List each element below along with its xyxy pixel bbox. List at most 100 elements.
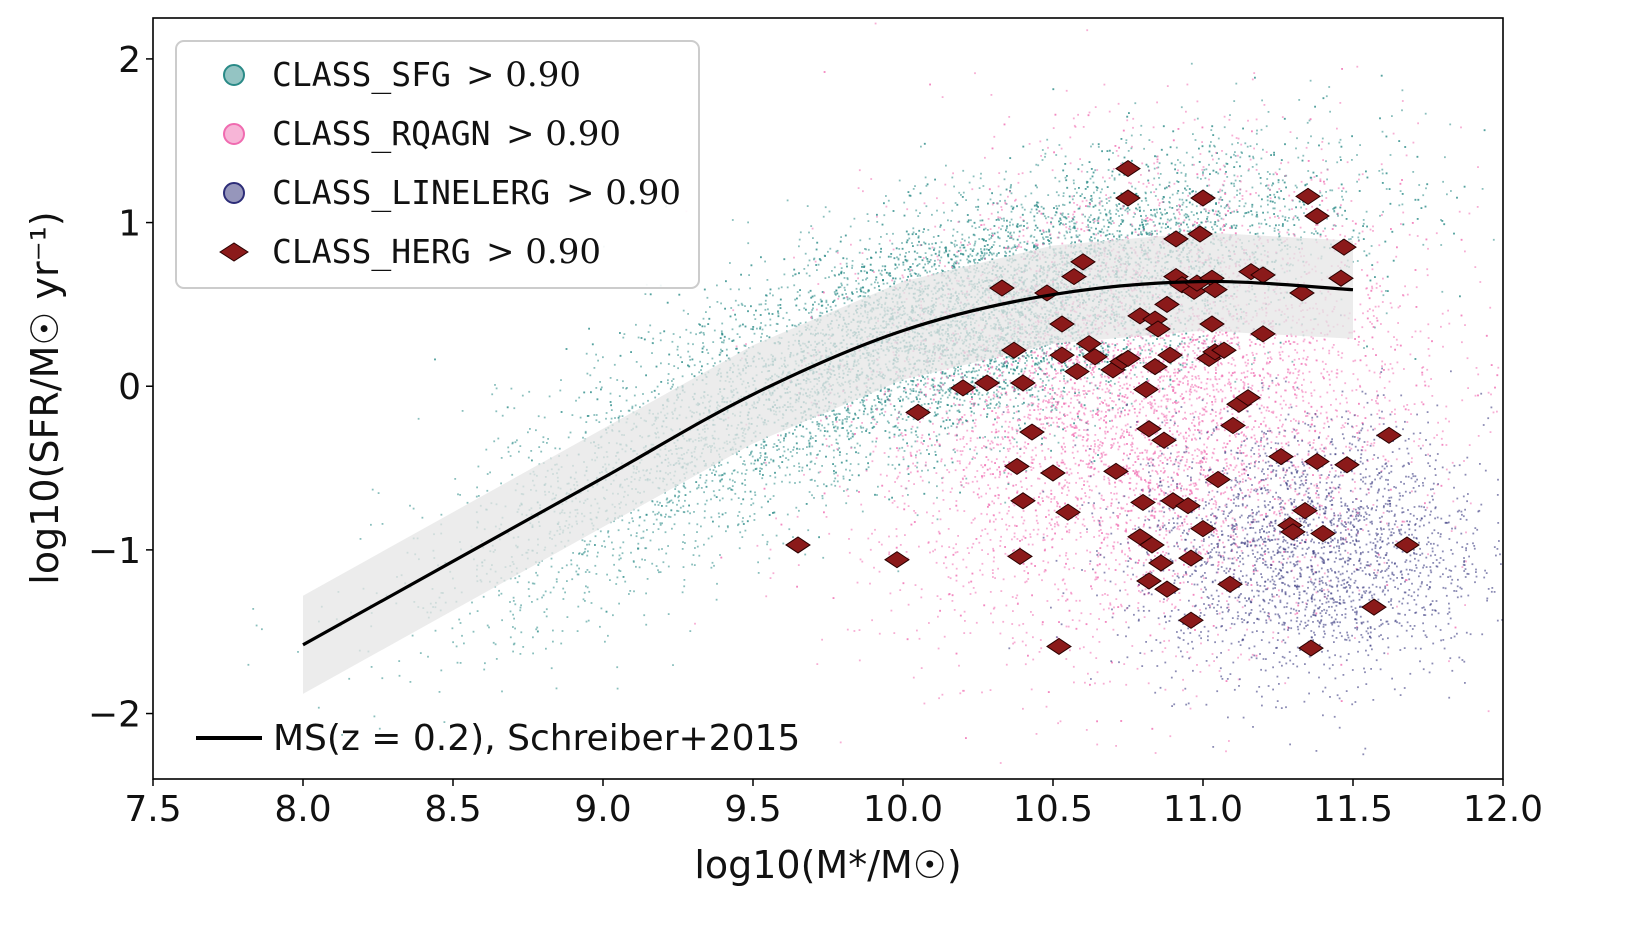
sfg-point xyxy=(1090,226,1093,229)
sfg-point xyxy=(1063,375,1065,377)
sfg-point xyxy=(1336,161,1339,164)
sfg-point xyxy=(982,255,985,257)
sfg-point xyxy=(1108,211,1111,214)
sfg-point xyxy=(985,252,988,255)
sfg-point xyxy=(1139,134,1142,136)
sfg-point xyxy=(1036,395,1039,398)
sfg-point xyxy=(1237,343,1239,346)
sfg-point xyxy=(1075,191,1078,194)
sfg-point xyxy=(1185,206,1188,208)
sfg-point xyxy=(1160,226,1163,229)
sfg-point xyxy=(973,412,975,415)
sfg-point xyxy=(1062,192,1065,195)
sfg-point xyxy=(1042,238,1045,240)
sfg-point xyxy=(1047,216,1050,218)
sfg-point xyxy=(1267,111,1270,113)
sfg-point xyxy=(798,245,800,248)
sfg-point xyxy=(1281,215,1284,218)
sfg-point xyxy=(1010,210,1013,213)
sfg-point xyxy=(1325,95,1328,98)
sfg-point xyxy=(687,313,689,315)
sfg-point xyxy=(1349,238,1352,240)
sfg-point xyxy=(874,404,877,407)
sfg-point xyxy=(1256,143,1258,146)
sfg-point xyxy=(1225,162,1228,165)
sfg-point xyxy=(1087,218,1090,221)
sfg-point xyxy=(1278,224,1280,226)
sfg-point xyxy=(1018,424,1020,427)
sfg-point xyxy=(497,437,500,440)
sfg-point xyxy=(1061,214,1064,217)
sfg-point xyxy=(1253,357,1256,359)
sfg-point xyxy=(1025,470,1028,472)
sfg-point xyxy=(869,453,872,456)
sfg-point xyxy=(897,570,900,573)
sfg-point xyxy=(1147,204,1150,206)
sfg-point xyxy=(1193,223,1196,226)
sfg-point xyxy=(968,364,971,367)
sfg-point xyxy=(887,390,889,393)
sfg-point xyxy=(1009,237,1011,239)
sfg-point xyxy=(1223,126,1226,129)
sfg-point xyxy=(1030,208,1033,211)
sfg-point xyxy=(1184,175,1187,177)
sfg-point xyxy=(810,460,813,463)
sfg-point xyxy=(1157,166,1160,169)
sfg-point xyxy=(1341,195,1343,198)
sfg-point xyxy=(1204,177,1207,180)
sfg-point xyxy=(921,375,924,377)
sfg-point xyxy=(1044,152,1047,155)
sfg-point xyxy=(1269,173,1271,175)
sfg-point xyxy=(1125,347,1128,350)
sfg-point xyxy=(712,341,715,343)
sfg-point xyxy=(1233,174,1236,177)
sfg-point xyxy=(837,442,839,445)
sfg-point xyxy=(848,425,851,428)
sfg-point xyxy=(876,221,879,223)
sfg-point xyxy=(1020,203,1023,206)
sfg-point xyxy=(968,236,970,239)
sfg-point xyxy=(618,569,620,572)
sfg-point xyxy=(1233,153,1235,156)
sfg-point xyxy=(1217,157,1220,160)
sfg-point xyxy=(1239,156,1242,159)
sfg-point xyxy=(956,397,958,400)
sfg-point xyxy=(974,262,976,264)
sfg-point xyxy=(857,452,860,454)
sfg-point xyxy=(1255,132,1258,135)
sfg-point xyxy=(924,252,927,254)
sfg-point xyxy=(952,228,955,231)
sfg-point xyxy=(1518,253,1520,255)
sfg-point xyxy=(1058,426,1060,428)
sfg-point xyxy=(1235,161,1238,163)
sfg-point xyxy=(833,429,836,432)
sfg-point xyxy=(854,414,857,416)
sfg-point xyxy=(836,426,839,429)
sfg-point xyxy=(946,396,949,399)
sfg-point xyxy=(896,426,899,429)
sfg-point xyxy=(1121,161,1124,164)
sfg-point xyxy=(1257,194,1260,197)
sfg-point xyxy=(1092,219,1094,221)
sfg-point xyxy=(953,185,955,188)
sfg-point xyxy=(1073,182,1075,185)
sfg-point xyxy=(1325,191,1327,193)
sfg-point xyxy=(1090,145,1092,148)
sfg-point xyxy=(1004,436,1006,438)
sfg-point xyxy=(873,286,876,289)
sfg-point xyxy=(546,442,548,444)
sfg-point xyxy=(969,253,972,256)
sfg-point xyxy=(1154,230,1156,232)
sfg-point xyxy=(1238,200,1241,202)
sfg-point xyxy=(997,236,1000,239)
sfg-point xyxy=(1026,222,1029,225)
sfg-point xyxy=(819,429,822,432)
sfg-point xyxy=(1134,213,1136,215)
sfg-point xyxy=(784,474,787,477)
sfg-point xyxy=(571,414,574,416)
sfg-point xyxy=(1062,390,1065,393)
sfg-point xyxy=(1178,342,1181,345)
sfg-point xyxy=(1113,177,1116,180)
sfg-point xyxy=(919,398,921,400)
